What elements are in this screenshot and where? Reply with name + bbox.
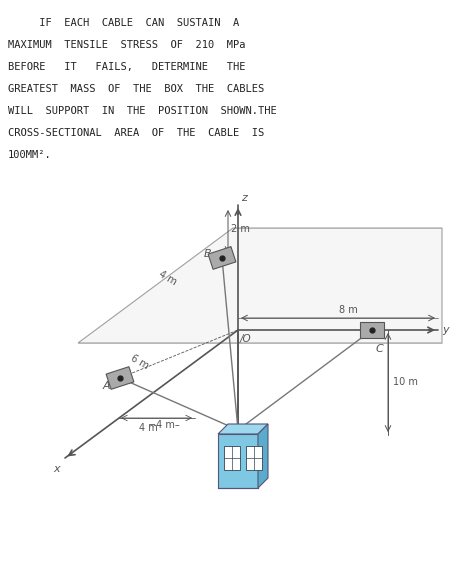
Text: C: C xyxy=(376,344,384,354)
Text: y: y xyxy=(442,325,448,335)
Polygon shape xyxy=(246,446,262,470)
Text: BEFORE   IT   FAILS,   DETERMINE   THE: BEFORE IT FAILS, DETERMINE THE xyxy=(8,62,246,72)
Polygon shape xyxy=(258,424,268,488)
Polygon shape xyxy=(208,247,236,269)
Text: z: z xyxy=(241,193,247,203)
Text: MAXIMUM  TENSILE  STRESS  OF  210  MPa: MAXIMUM TENSILE STRESS OF 210 MPa xyxy=(8,40,246,50)
Text: 6 m: 6 m xyxy=(129,353,151,371)
Polygon shape xyxy=(224,446,240,470)
Text: 10 m: 10 m xyxy=(393,377,418,387)
Text: WILL  SUPPORT  IN  THE  POSITION  SHOWN.THE: WILL SUPPORT IN THE POSITION SHOWN.THE xyxy=(8,106,277,116)
Text: GREATEST  MASS  OF  THE  BOX  THE  CABLES: GREATEST MASS OF THE BOX THE CABLES xyxy=(8,84,264,94)
Text: /O: /O xyxy=(240,334,252,344)
Text: 4 m: 4 m xyxy=(157,269,179,287)
Polygon shape xyxy=(360,322,384,338)
Text: 2 m: 2 m xyxy=(231,224,250,234)
Polygon shape xyxy=(218,434,258,488)
Text: 8 m: 8 m xyxy=(339,305,357,315)
Text: CROSS-SECTIONAL  AREA  OF  THE  CABLE  IS: CROSS-SECTIONAL AREA OF THE CABLE IS xyxy=(8,128,264,138)
Text: −4 m–: −4 m– xyxy=(148,420,180,430)
Text: D: D xyxy=(242,433,251,443)
Text: x: x xyxy=(53,464,60,474)
Text: 4 m: 4 m xyxy=(139,423,157,433)
Text: IF  EACH  CABLE  CAN  SUSTAIN  A: IF EACH CABLE CAN SUSTAIN A xyxy=(8,18,239,28)
Text: B: B xyxy=(203,249,211,259)
Polygon shape xyxy=(106,367,134,389)
Text: A: A xyxy=(102,381,110,391)
Polygon shape xyxy=(218,424,268,434)
Text: 100MM².: 100MM². xyxy=(8,150,52,160)
Polygon shape xyxy=(78,228,442,343)
